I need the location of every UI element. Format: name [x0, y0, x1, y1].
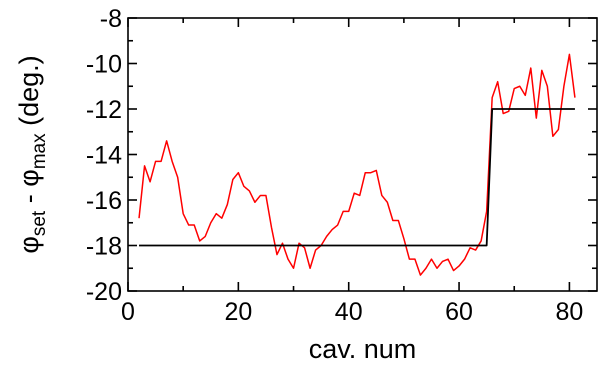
y-axis-title-subscript: max: [29, 133, 50, 169]
y-axis-title-subscript: set: [29, 210, 50, 236]
x-axis-title: cav. num: [309, 334, 417, 364]
y-tick-label: -12: [86, 96, 122, 124]
y-tick-label: -18: [86, 233, 122, 261]
y-tick-label: -20: [86, 278, 122, 306]
series-line-2: [139, 108, 575, 247]
tick-labels: 0 20 40 60 80 -20 -18 -16 -14 -12 -10 -8: [86, 5, 583, 326]
y-tick-label: -14: [86, 142, 122, 170]
y-tick-label: -10: [86, 51, 122, 79]
x-tick-label: 60: [445, 298, 473, 326]
y-tick-label: -16: [86, 187, 122, 215]
y-axis-title-part: - φ: [14, 169, 44, 211]
plot-frame: [127, 17, 598, 292]
y-axis-title-part: φ: [14, 236, 44, 254]
series-group: [138, 53, 576, 276]
x-tick-label: 80: [556, 298, 584, 326]
series-line-1: [138, 53, 576, 276]
y-axis-title: φset - φmax (deg.): [14, 55, 50, 253]
x-tick-label: 20: [224, 298, 252, 326]
y-axis-title-part: (deg.): [14, 55, 44, 133]
axis-ticks: [127, 17, 597, 292]
y-tick-label: -8: [100, 5, 122, 33]
x-tick-label: 0: [121, 298, 135, 326]
x-tick-label: 40: [335, 298, 363, 326]
